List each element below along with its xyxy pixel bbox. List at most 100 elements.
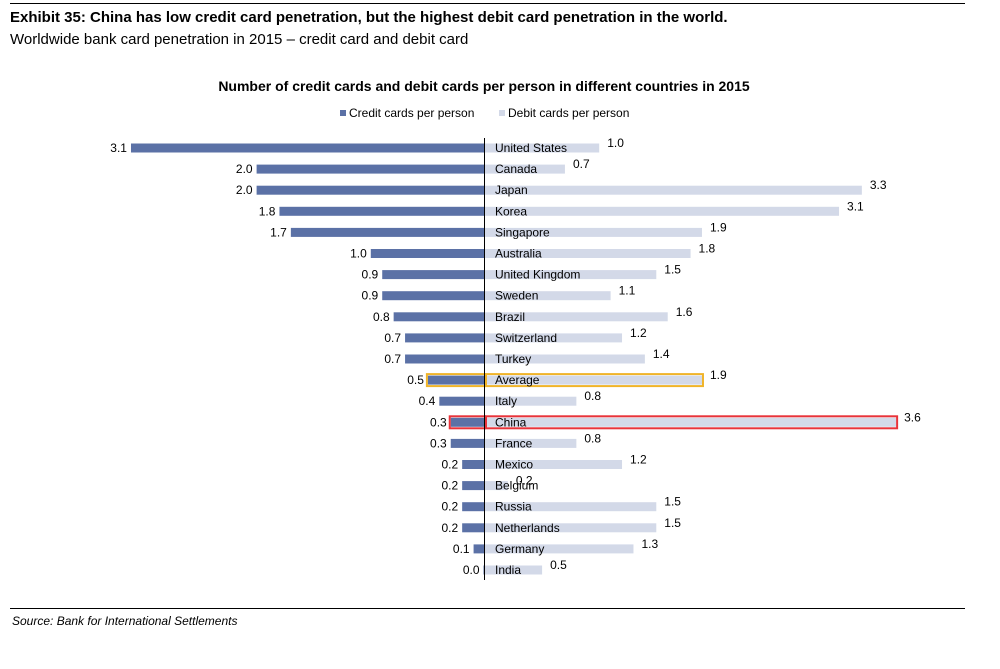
credit-value-label: 0.5 bbox=[407, 373, 424, 387]
debit-value-label: 1.3 bbox=[641, 537, 658, 551]
debit-value-label: 3.1 bbox=[847, 199, 864, 213]
credit-bar-japan bbox=[256, 185, 485, 195]
category-label-mexico: Mexico bbox=[495, 458, 533, 472]
debit-bar-netherlands bbox=[485, 523, 657, 533]
category-label-singapore: Singapore bbox=[495, 225, 550, 239]
legend-swatch-credit bbox=[340, 110, 346, 116]
debit-bar-brazil bbox=[485, 312, 668, 322]
debit-value-label: 1.5 bbox=[664, 263, 681, 277]
debit-bar-china bbox=[485, 417, 897, 427]
debit-bar-germany bbox=[485, 544, 634, 554]
debit-value-label: 0.8 bbox=[584, 389, 601, 403]
credit-value-label: 0.0 bbox=[463, 563, 480, 577]
debit-value-label: 0.5 bbox=[550, 558, 567, 572]
credit-value-label: 2.0 bbox=[236, 183, 253, 197]
category-label-china: China bbox=[495, 415, 527, 429]
credit-value-label: 0.3 bbox=[430, 415, 447, 429]
credit-bar-united-states bbox=[130, 143, 486, 153]
credit-bar-average bbox=[427, 375, 485, 385]
debit-value-label: 0.2 bbox=[516, 474, 533, 488]
credit-value-label: 1.7 bbox=[270, 225, 287, 239]
credit-value-label: 0.8 bbox=[373, 310, 390, 324]
credit-bar-australia bbox=[370, 249, 485, 258]
credit-value-label: 0.2 bbox=[441, 458, 458, 472]
credit-bar-italy bbox=[439, 396, 485, 406]
credit-bar-sweden bbox=[382, 291, 485, 301]
category-label-turkey: Turkey bbox=[495, 352, 531, 366]
credit-bar-netherlands bbox=[462, 523, 485, 533]
category-label-average: Average bbox=[495, 373, 540, 387]
highlight-debit-china bbox=[485, 415, 899, 430]
debit-value-label: 3.6 bbox=[904, 410, 921, 424]
debit-bar-united-states bbox=[485, 143, 600, 153]
category-label-australia: Australia bbox=[495, 247, 542, 261]
category-label-russia: Russia bbox=[495, 500, 532, 514]
debit-value-label: 0.8 bbox=[584, 431, 601, 445]
credit-value-label: 0.9 bbox=[362, 289, 379, 303]
credit-bar-singapore bbox=[290, 227, 485, 237]
debit-bar-russia bbox=[485, 502, 657, 512]
bars-layer: 3.1 United States 1.0 2.0 Canada 0.7 2.0 Japan 3… bbox=[110, 136, 921, 577]
debit-value-label: 1.0 bbox=[607, 136, 624, 150]
debit-bar-sweden bbox=[485, 291, 611, 301]
category-label-brazil: Brazil bbox=[495, 310, 525, 324]
category-label-india: India bbox=[495, 563, 521, 577]
debit-value-label: 1.8 bbox=[699, 242, 716, 256]
debit-value-label: 1.9 bbox=[710, 220, 727, 234]
legend-swatch-debit bbox=[499, 110, 505, 116]
credit-bar-france bbox=[450, 438, 485, 448]
credit-value-label: 0.7 bbox=[384, 352, 401, 366]
credit-bar-mexico bbox=[462, 460, 485, 469]
legend-label-debit: Debit cards per person bbox=[508, 106, 629, 120]
credit-value-label: 0.2 bbox=[441, 521, 458, 535]
exhibit-title: Exhibit 35: China has low credit card pe… bbox=[10, 9, 728, 26]
debit-bar-italy bbox=[485, 396, 577, 406]
credit-bar-germany bbox=[473, 544, 485, 554]
chart-legend: Credit cards per person Debit cards per … bbox=[340, 106, 629, 120]
source-note: Source: Bank for International Settlemen… bbox=[12, 614, 238, 628]
credit-bar-russia bbox=[462, 502, 485, 512]
credit-value-label: 0.7 bbox=[384, 331, 401, 345]
credit-bar-brazil bbox=[393, 312, 485, 322]
debit-bar-france bbox=[485, 438, 577, 448]
debit-bar-united-kingdom bbox=[485, 270, 657, 280]
category-label-united-states: United States bbox=[495, 141, 567, 155]
exhibit-subtitle: Worldwide bank card penetration in 2015 … bbox=[10, 31, 469, 48]
debit-bar-mexico bbox=[485, 460, 623, 469]
category-label-united-kingdom: United Kingdom bbox=[495, 268, 580, 282]
legend-label-credit: Credit cards per person bbox=[349, 106, 474, 120]
credit-bar-korea bbox=[279, 206, 485, 216]
category-label-belgium: Belgium bbox=[495, 479, 538, 493]
credit-value-label: 2.0 bbox=[236, 162, 253, 176]
debit-value-label: 1.2 bbox=[630, 326, 647, 340]
credit-bar-canada bbox=[256, 164, 485, 174]
credit-value-label: 0.2 bbox=[441, 500, 458, 514]
debit-bar-average bbox=[485, 375, 702, 385]
category-label-sweden: Sweden bbox=[495, 289, 538, 303]
category-label-netherlands: Netherlands bbox=[495, 521, 560, 535]
credit-bar-united-kingdom bbox=[382, 270, 485, 280]
debit-bar-australia bbox=[485, 249, 691, 258]
debit-bar-korea bbox=[485, 206, 840, 216]
debit-bar-singapore bbox=[485, 227, 702, 237]
debit-value-label: 0.7 bbox=[573, 157, 590, 171]
debit-bar-india bbox=[485, 565, 543, 575]
top-rule bbox=[10, 3, 965, 4]
category-label-korea: Korea bbox=[495, 204, 527, 218]
debit-bar-switzerland bbox=[485, 333, 623, 343]
credit-value-label: 3.1 bbox=[110, 141, 127, 155]
credit-value-label: 0.2 bbox=[441, 479, 458, 493]
category-label-germany: Germany bbox=[495, 542, 544, 556]
debit-value-label: 1.6 bbox=[676, 305, 693, 319]
credit-value-label: 0.1 bbox=[453, 542, 470, 556]
credit-value-label: 1.8 bbox=[259, 204, 276, 218]
debit-value-label: 1.2 bbox=[630, 453, 647, 467]
debit-value-label: 1.9 bbox=[710, 368, 727, 382]
debit-bar-belgium bbox=[485, 481, 508, 491]
category-label-switzerland: Switzerland bbox=[495, 331, 557, 345]
category-label-italy: Italy bbox=[495, 394, 517, 408]
category-label-france: France bbox=[495, 436, 533, 450]
debit-bar-japan bbox=[485, 185, 862, 195]
debit-bar-canada bbox=[485, 164, 565, 174]
credit-value-label: 1.0 bbox=[350, 247, 367, 261]
